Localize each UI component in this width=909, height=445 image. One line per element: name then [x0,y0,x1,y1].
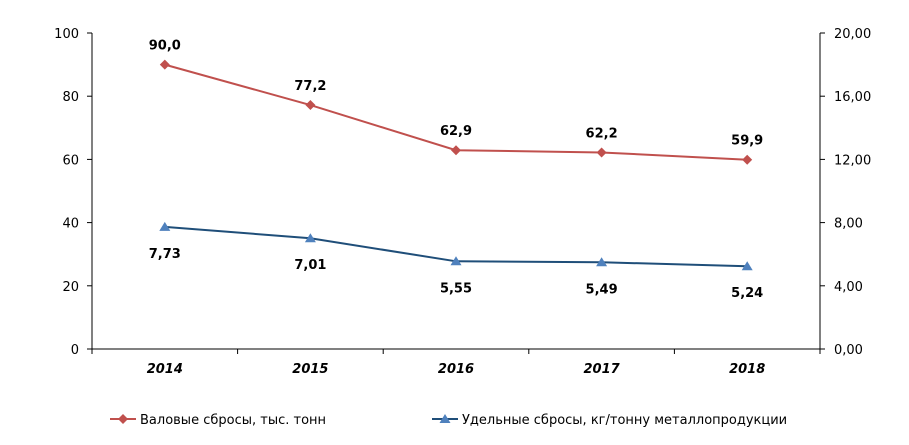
series-1: 90,0 77,2 62,9 62,2 59,9 [149,39,763,165]
y-left-tick-label: 0 [71,343,79,358]
data-label: 62,9 [440,124,472,139]
data-label: 59,9 [731,134,763,149]
data-label: 7,01 [294,258,326,273]
y-right-tick-label: 0,00 [834,343,863,358]
data-label: 62,2 [586,126,618,141]
y-right-ticks: 0,00 4,00 8,00 12,00 16,00 20,00 [820,27,871,358]
legend-item-2: Удельные сбросы, кг/тонну металлопродукц… [432,413,787,428]
y-left-ticks: 0 20 40 60 80 100 [54,27,92,358]
data-label: 77,2 [294,79,326,94]
axes [91,33,821,350]
legend-marker [439,414,451,423]
data-label: 90,0 [149,39,181,54]
legend-label: Удельные сбросы, кг/тонну металлопродукц… [462,413,787,428]
data-point-marker [596,147,607,158]
y-left-tick-label: 80 [62,90,79,105]
data-label: 5,49 [586,282,618,297]
data-label: 5,24 [731,286,763,301]
x-ticks: 2014 2015 2016 2017 2018 [91,349,821,377]
series-2: 7,73 7,01 5,55 5,49 5,24 [149,221,763,301]
y-right-tick-label: 4,00 [834,280,863,295]
legend-label: Валовые сбросы, тыс. тонн [140,413,326,428]
y-right-tick-label: 12,00 [834,153,871,168]
y-right-tick-label: 20,00 [834,27,871,42]
data-point-marker [451,145,461,156]
data-label: 5,55 [440,281,472,296]
y-right-tick-label: 8,00 [834,217,863,232]
legend-item-1: Валовые сбросы, тыс. тонн [110,413,326,428]
data-point-marker [304,233,316,243]
data-point-marker [450,256,462,266]
data-label: 7,73 [149,247,181,262]
y-left-tick-label: 60 [62,153,79,168]
data-point-marker [741,261,753,271]
legend: Валовые сбросы, тыс. тонн Удельные сбросы… [110,413,787,428]
y-left-tick-label: 40 [62,217,79,232]
legend-marker [118,414,128,424]
x-tick-label: 2018 [729,362,765,377]
data-point-marker [596,257,608,267]
data-point-marker [159,59,170,70]
x-tick-label: 2016 [438,362,474,377]
y-left-tick-label: 20 [62,280,79,295]
x-tick-label: 2017 [584,362,621,377]
data-point-marker [159,221,171,231]
series-layer: 90,0 77,2 62,9 62,2 59,9 7,73 7,01 5,55 5,49 5,24 [149,39,763,302]
data-point-marker [742,154,753,165]
x-tick-label: 2014 [147,362,183,377]
data-point-marker [305,100,316,111]
y-left-tick-label: 100 [54,27,79,42]
x-tick-label: 2015 [292,362,328,377]
y-right-tick-label: 16,00 [834,90,871,105]
